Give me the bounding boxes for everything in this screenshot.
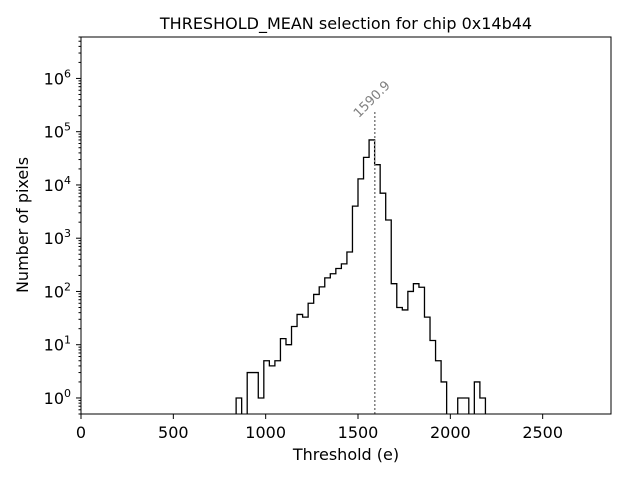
y-tick-label: 103 bbox=[44, 227, 71, 248]
y-tick-label: 104 bbox=[44, 174, 71, 195]
x-tick-label: 0 bbox=[76, 423, 86, 442]
chart-title: THRESHOLD_MEAN selection for chip 0x14b4… bbox=[159, 14, 532, 34]
y-tick-label: 101 bbox=[44, 334, 71, 355]
x-tick-label: 500 bbox=[158, 423, 189, 442]
plot-frame bbox=[80, 36, 612, 415]
y-tick-label: 100 bbox=[44, 387, 71, 408]
x-tick-label: 2500 bbox=[522, 423, 563, 442]
y-tick-label: 102 bbox=[44, 280, 71, 301]
x-axis-ticks: 0 500 1000 1500 2000 2500 bbox=[76, 414, 563, 442]
x-tick-label: 1000 bbox=[245, 423, 286, 442]
y-axis-label: Number of pixels bbox=[13, 157, 32, 293]
x-tick-label: 1500 bbox=[338, 423, 379, 442]
x-axis-label: Threshold (e) bbox=[292, 445, 399, 464]
histogram-step-outline bbox=[235, 139, 487, 414]
y-tick-label: 105 bbox=[44, 121, 71, 142]
y-tick-label: 106 bbox=[44, 67, 71, 88]
threshold-mean-label: 1590.9 bbox=[351, 78, 394, 121]
y-axis-ticks: 100 101 102 103 104 105 106 bbox=[44, 36, 81, 415]
plot-area: 1590.9 bbox=[235, 78, 487, 414]
x-tick-label: 2000 bbox=[430, 423, 471, 442]
